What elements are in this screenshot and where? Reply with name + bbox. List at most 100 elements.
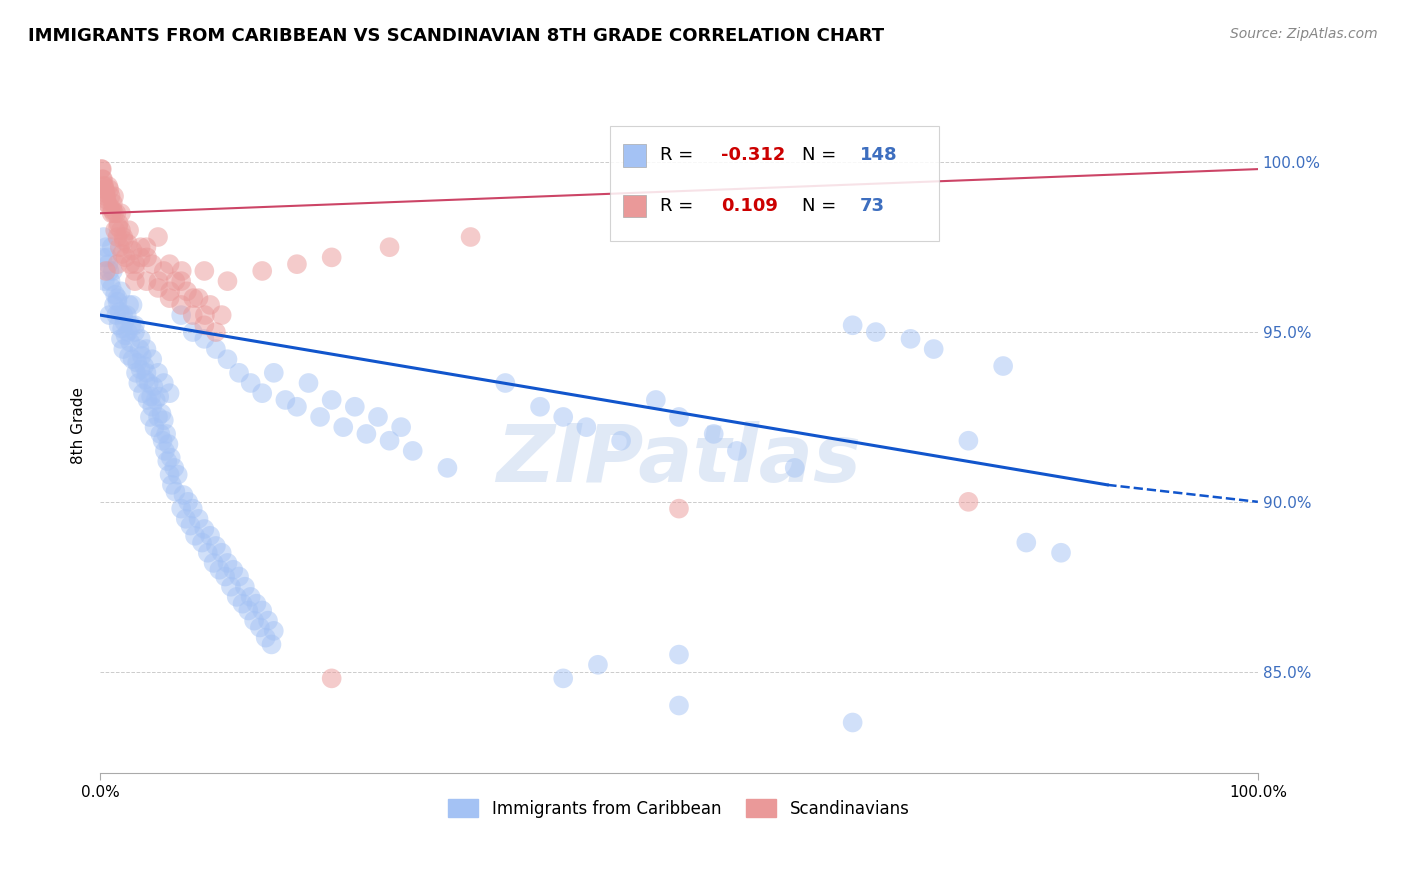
Point <box>153 413 176 427</box>
Point <box>668 501 690 516</box>
Point <box>101 196 124 211</box>
Point <box>165 484 187 499</box>
Point <box>274 392 297 407</box>
Point <box>146 366 169 380</box>
Point <box>217 556 239 570</box>
Point <box>118 349 141 363</box>
Point <box>610 434 633 448</box>
Point <box>111 247 134 261</box>
Point <box>129 251 152 265</box>
Point <box>668 648 690 662</box>
Point <box>222 563 245 577</box>
Point <box>668 698 690 713</box>
Point <box>297 376 319 390</box>
Point <box>257 614 280 628</box>
Point <box>149 426 172 441</box>
Point <box>112 234 135 248</box>
Point <box>93 230 115 244</box>
Point <box>991 359 1014 373</box>
Point <box>553 409 575 424</box>
Point <box>575 420 598 434</box>
Point <box>250 386 273 401</box>
Point <box>121 244 143 258</box>
Point <box>250 264 273 278</box>
Point <box>321 672 343 686</box>
Point <box>121 352 143 367</box>
Text: 148: 148 <box>860 146 897 164</box>
Point <box>174 512 197 526</box>
Point <box>193 318 215 333</box>
Text: R =: R = <box>659 197 699 215</box>
Point <box>245 597 267 611</box>
Point <box>225 590 247 604</box>
Point <box>100 206 122 220</box>
Legend: Immigrants from Caribbean, Scandinavians: Immigrants from Caribbean, Scandinavians <box>441 792 917 824</box>
Point <box>146 281 169 295</box>
Point <box>198 529 221 543</box>
Point <box>107 294 129 309</box>
Point <box>101 264 124 278</box>
Point <box>105 206 128 220</box>
Point <box>217 274 239 288</box>
Point <box>118 223 141 237</box>
Point <box>104 287 127 301</box>
Point <box>110 285 132 299</box>
Point <box>124 325 146 339</box>
Point <box>97 179 120 194</box>
Point <box>139 390 162 404</box>
Point <box>100 189 122 203</box>
Point <box>98 199 121 213</box>
Point <box>132 386 155 401</box>
Point <box>841 715 863 730</box>
Point <box>170 308 193 322</box>
Point <box>107 291 129 305</box>
Point <box>94 240 117 254</box>
Point <box>120 335 142 350</box>
Point <box>205 539 228 553</box>
Point <box>865 325 887 339</box>
Point <box>166 467 188 482</box>
Point <box>103 206 125 220</box>
Point <box>124 274 146 288</box>
Point <box>131 349 153 363</box>
Point <box>98 308 121 322</box>
Point <box>309 409 332 424</box>
Point <box>243 614 266 628</box>
Point <box>127 376 149 390</box>
Point <box>378 240 401 254</box>
Point <box>112 342 135 356</box>
Point <box>98 182 121 196</box>
Point <box>900 332 922 346</box>
Point <box>115 308 138 322</box>
Point <box>233 580 256 594</box>
Point <box>135 274 157 288</box>
Point <box>152 434 174 448</box>
Point <box>114 315 136 329</box>
Point <box>100 281 122 295</box>
Point <box>211 308 233 322</box>
Point <box>208 563 231 577</box>
Point <box>120 318 142 333</box>
Y-axis label: 8th Grade: 8th Grade <box>72 387 86 464</box>
Point <box>97 257 120 271</box>
Point <box>94 274 117 288</box>
Point <box>146 230 169 244</box>
Point <box>101 202 124 217</box>
Point <box>193 264 215 278</box>
Point <box>159 285 181 299</box>
Point <box>93 179 115 194</box>
Point <box>553 672 575 686</box>
Point <box>402 443 425 458</box>
Text: Source: ZipAtlas.com: Source: ZipAtlas.com <box>1230 27 1378 41</box>
Point <box>146 409 169 424</box>
Point <box>136 251 159 265</box>
Point <box>114 328 136 343</box>
Point <box>107 216 129 230</box>
Point <box>114 251 136 265</box>
Point <box>193 522 215 536</box>
Point <box>181 501 204 516</box>
Point <box>105 308 128 322</box>
Point <box>356 426 378 441</box>
Point <box>529 400 551 414</box>
Point <box>228 366 250 380</box>
